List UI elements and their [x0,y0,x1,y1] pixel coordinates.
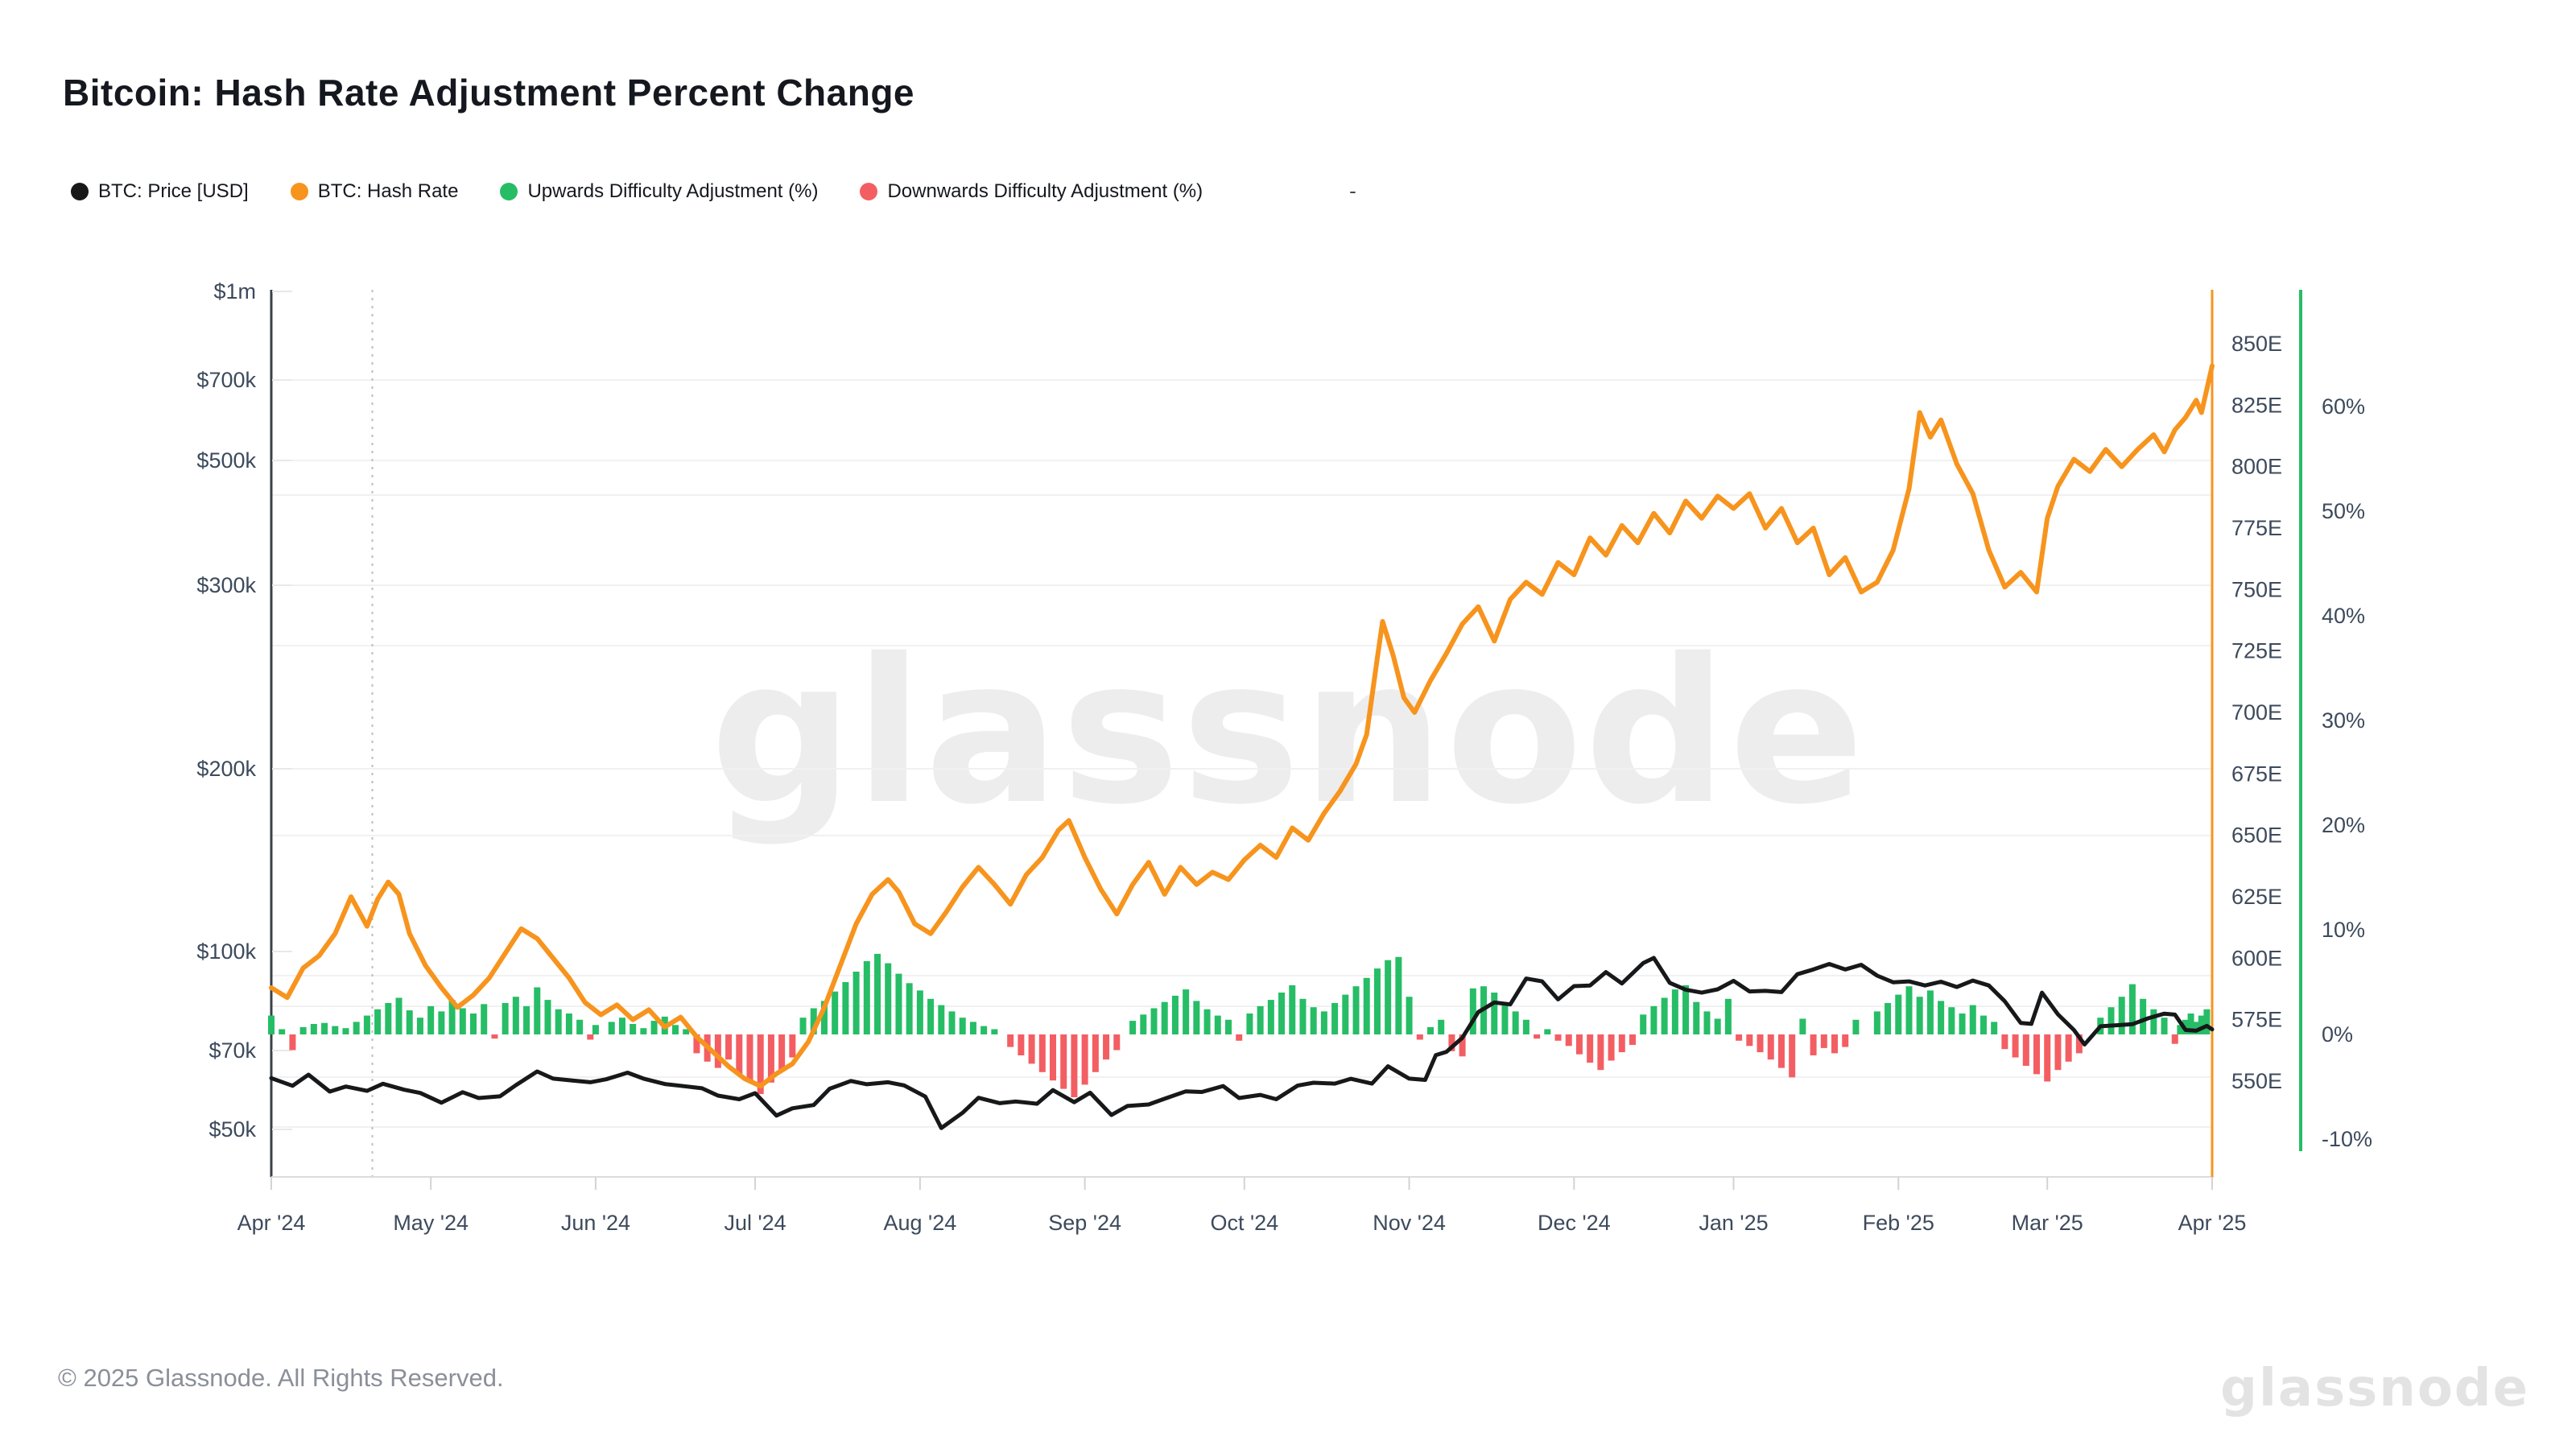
svg-text:Mar '25: Mar '25 [2012,1211,2083,1235]
legend-item-label: Upwards Difficulty Adjustment (%) [527,180,819,202]
legend-extra-dash: - [1349,179,1356,203]
svg-text:-10%: -10% [2322,1127,2372,1151]
svg-text:$1m: $1m [213,279,256,303]
gridlines [271,379,2212,1128]
svg-text:825E: 825E [2231,393,2282,417]
svg-text:Sep '24: Sep '24 [1048,1211,1121,1235]
svg-text:$500k: $500k [196,448,256,473]
legend-item-3[interactable]: Downwards Difficulty Adjustment (%) [860,180,1203,203]
downward-difficulty-bars [289,1034,2178,1097]
svg-text:Apr '24: Apr '24 [237,1211,306,1235]
svg-text:Jan '25: Jan '25 [1699,1211,1768,1235]
svg-text:Aug '24: Aug '24 [884,1211,957,1235]
svg-text:625E: 625E [2231,885,2282,909]
svg-text:650E: 650E [2231,824,2282,848]
svg-text:$300k: $300k [196,573,256,597]
svg-text:10%: 10% [2322,918,2365,942]
svg-text:600E: 600E [2231,946,2282,970]
svg-text:700E: 700E [2231,700,2282,724]
svg-text:775E: 775E [2231,516,2282,540]
svg-text:60%: 60% [2322,394,2365,419]
x-axis-labels: Apr '24 May '24 Jun '24 Jul '24 Aug '24 Sep '… [237,1177,2247,1235]
svg-text:850E: 850E [2231,332,2282,356]
page-title: Bitcoin: Hash Rate Adjustment Percent Ch… [63,72,915,114]
upward-difficulty-bars [268,953,2211,1034]
legend-dot-icon [860,182,878,200]
svg-text:$50k: $50k [208,1117,256,1141]
price-line [269,956,2215,1130]
glassnode-logo: glassnode [2220,1359,2529,1418]
svg-text:Oct '24: Oct '24 [1210,1211,1278,1235]
svg-text:Nov '24: Nov '24 [1373,1211,1446,1235]
svg-text:30%: 30% [2322,708,2365,733]
svg-text:glassnode: glassnode [710,617,1866,848]
svg-text:Feb '25: Feb '25 [1863,1211,1934,1235]
pct-axis-labels: 60% 50% 40% 30% 20% 10% 0% -10% [2322,394,2372,1151]
svg-text:0%: 0% [2322,1022,2353,1046]
svg-text:$70k: $70k [208,1038,256,1063]
legend-dot-icon [71,182,89,200]
legend-item-1[interactable]: BTC: Hash Rate [290,180,459,203]
legend: BTC: Price [USD] BTC: Hash Rate Upwards Di… [71,179,1356,204]
svg-text:800E: 800E [2231,455,2282,479]
svg-text:$200k: $200k [196,757,256,781]
svg-text:Jun '24: Jun '24 [561,1211,630,1235]
watermark: glassnode [710,617,1866,848]
hash-axis-labels: 850E 825E 800E 775E 750E 725E 700E 675E 650E 625E… [2231,332,2282,1093]
svg-text:Apr '25: Apr '25 [2178,1211,2247,1235]
legend-dot-icon [290,182,308,200]
svg-text:50%: 50% [2322,499,2365,523]
svg-text:575E: 575E [2231,1008,2282,1032]
svg-text:675E: 675E [2231,762,2282,786]
legend-dot-icon [500,182,518,200]
svg-text:40%: 40% [2322,604,2365,628]
price-axis-labels: $1m $700k $500k $300k $200k $100k $70k $50k [196,279,292,1141]
legend-item-label: Downwards Difficulty Adjustment (%) [887,180,1203,202]
svg-text:20%: 20% [2322,813,2365,837]
copyright-text: © 2025 Glassnode. All Rights Reserved. [58,1364,504,1392]
svg-text:Jul '24: Jul '24 [724,1211,786,1235]
svg-text:Dec '24: Dec '24 [1538,1211,1611,1235]
hash-rate-line [269,363,2215,1089]
svg-text:$700k: $700k [196,368,256,392]
legend-item-2[interactable]: Upwards Difficulty Adjustment (%) [500,180,818,203]
legend-item-label: BTC: Hash Rate [317,180,459,202]
svg-text:725E: 725E [2231,639,2282,663]
svg-text:750E: 750E [2231,577,2282,601]
legend-item-0[interactable]: BTC: Price [USD] [71,180,249,203]
legend-item-label: BTC: Price [USD] [98,180,249,202]
svg-text:May '24: May '24 [393,1211,469,1235]
svg-text:$100k: $100k [196,939,256,964]
svg-text:550E: 550E [2231,1069,2282,1093]
